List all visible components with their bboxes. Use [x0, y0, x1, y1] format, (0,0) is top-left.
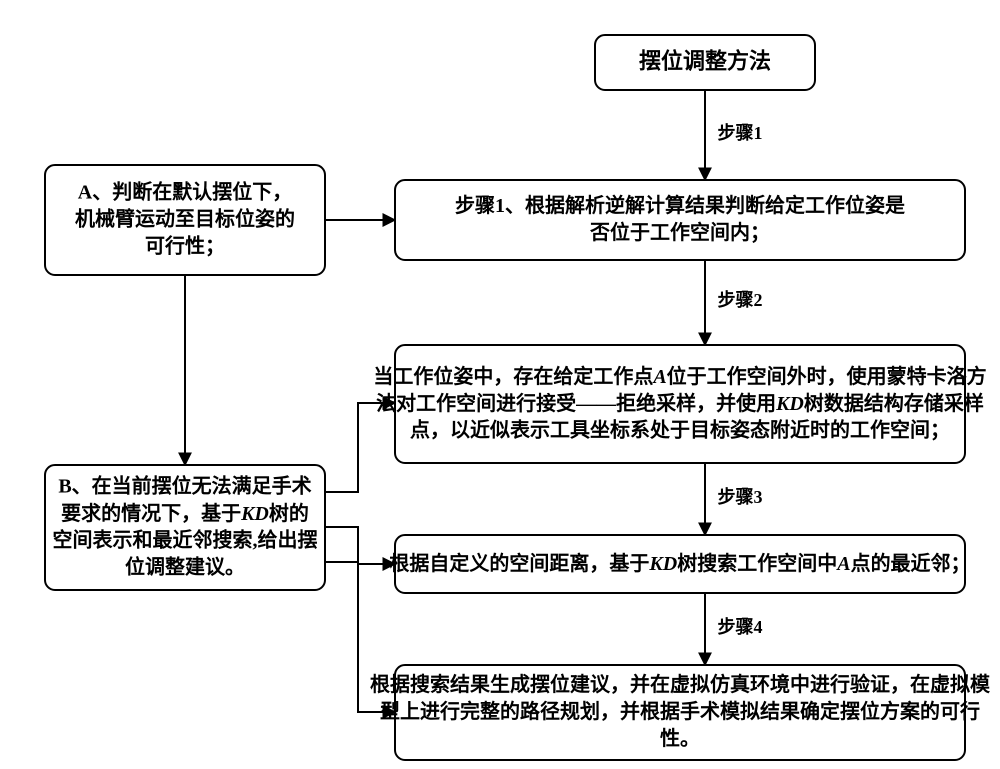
node-title: 摆位调整方法	[595, 35, 815, 90]
node-text-step2-line2: 点，以近似表示工具坐标系处于目标姿态附近时的工作空间；	[410, 418, 950, 442]
node-text-step4-line2: 性。	[660, 727, 700, 750]
node-text-B-line3: 位调整建议。	[125, 555, 245, 579]
node-step1: 步骤1、根据解析逆解计算结果判断给定工作位姿是否位于工作空间内；	[395, 180, 965, 260]
node-text-A-line0: A、判断在默认摆位下，	[78, 180, 292, 204]
node-text-B-line2: 空间表示和最近邻搜索,给出摆	[53, 528, 318, 552]
node-A: A、判断在默认摆位下， 机械臂运动至目标位姿的可行性；	[45, 165, 325, 275]
node-text-step1-line0: 步骤1、根据解析逆解计算结果判断给定工作位姿是	[455, 193, 905, 217]
node-text-B-line0: B、在当前摆位无法满足手术	[58, 474, 311, 498]
node-step4: 根据搜索结果生成摆位建议，并在虚拟仿真环境中进行验证，在虚拟模型上进行完整的路径…	[370, 665, 991, 760]
node-step3: 根据自定义的空间距离，基于KD树搜索工作空间中A点的最近邻；	[389, 535, 970, 593]
edge-label-e_s1_s2: 步骤2	[718, 289, 763, 310]
node-text-title-line0: 摆位调整方法	[639, 49, 771, 74]
node-text-A-line2: 可行性；	[145, 234, 225, 258]
edge-label-e_s2_s3: 步骤3	[718, 486, 763, 507]
edge-e_B_s3	[325, 527, 395, 564]
node-text-step2-line0: 当工作位姿中，存在给定工作点A位于工作空间外时，使用蒙特卡洛方	[373, 364, 986, 388]
node-text-step2-line1: 法对工作空间进行接受——拒绝采样，并使用KD树数据结构存储采样	[376, 391, 984, 415]
node-text-step1-line1: 否位于工作空间内；	[589, 220, 770, 244]
node-text-step3-line0: 根据自定义的空间距离，基于KD树搜索工作空间中A点的最近邻；	[389, 551, 970, 575]
edge-label-e_s3_s4: 步骤4	[718, 616, 763, 637]
flowchart-canvas: 步骤1 步骤2 步骤3 步骤4 摆位调整方法 A、判断在默认摆位下， 机械臂运动至目标位姿的…	[0, 0, 1000, 769]
node-rect-step1	[395, 180, 965, 260]
nodes-layer: 摆位调整方法 A、判断在默认摆位下， 机械臂运动至目标位姿的可行性； B、在当前摆位无…	[45, 35, 991, 760]
node-text-B-line1: 要求的情况下，基于KD树的	[61, 501, 309, 525]
edge-e_B_s2	[325, 403, 395, 492]
node-text-step4-line0: 根据搜索结果生成摆位建议，并在虚拟仿真环境中进行验证，在虚拟模	[370, 672, 991, 696]
node-text-A-line1: 机械臂运动至目标位姿的	[75, 207, 295, 231]
edge-label-e_title_s1: 步骤1	[718, 122, 763, 143]
node-text-step4-line1: 型上进行完整的路径规划，并根据手术模拟结果确定摆位方案的可行	[380, 699, 980, 723]
node-B: B、在当前摆位无法满足手术要求的情况下，基于KD树的空间表示和最近邻搜索,给出摆…	[45, 465, 325, 590]
node-step2: 当工作位姿中，存在给定工作点A位于工作空间外时，使用蒙特卡洛方法对工作空间进行接…	[373, 345, 986, 463]
